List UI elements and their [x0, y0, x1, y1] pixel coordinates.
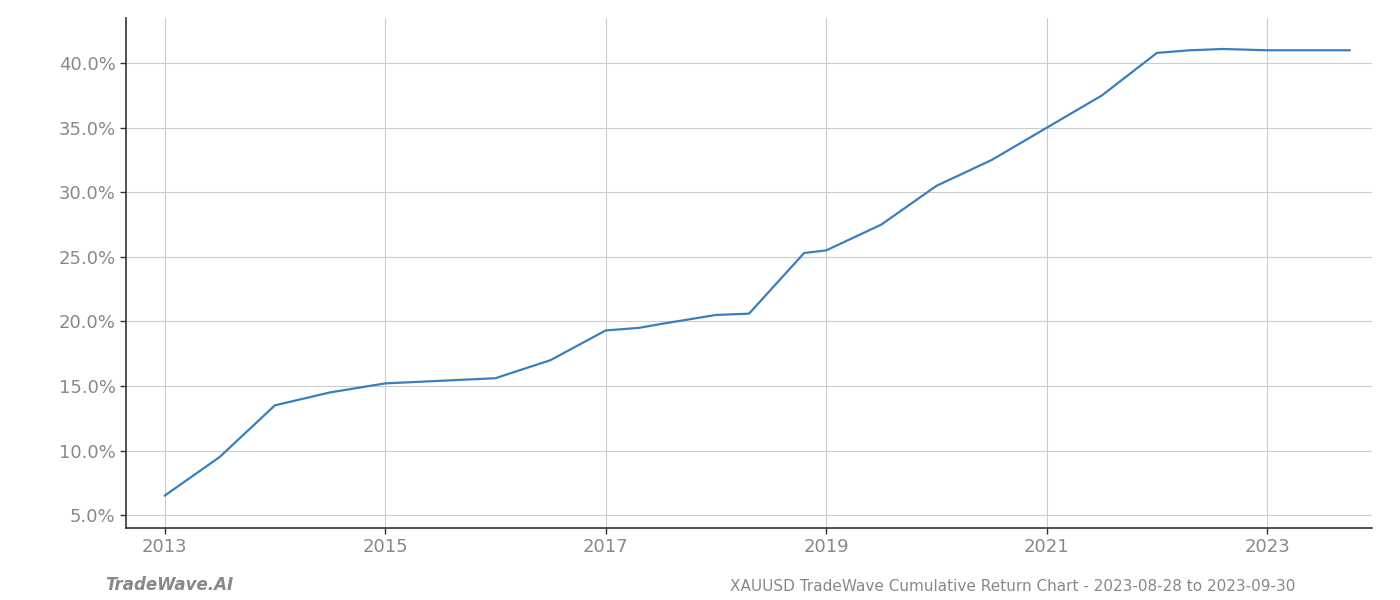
Text: TradeWave.AI: TradeWave.AI [105, 576, 234, 594]
Text: XAUUSD TradeWave Cumulative Return Chart - 2023-08-28 to 2023-09-30: XAUUSD TradeWave Cumulative Return Chart… [729, 579, 1295, 594]
